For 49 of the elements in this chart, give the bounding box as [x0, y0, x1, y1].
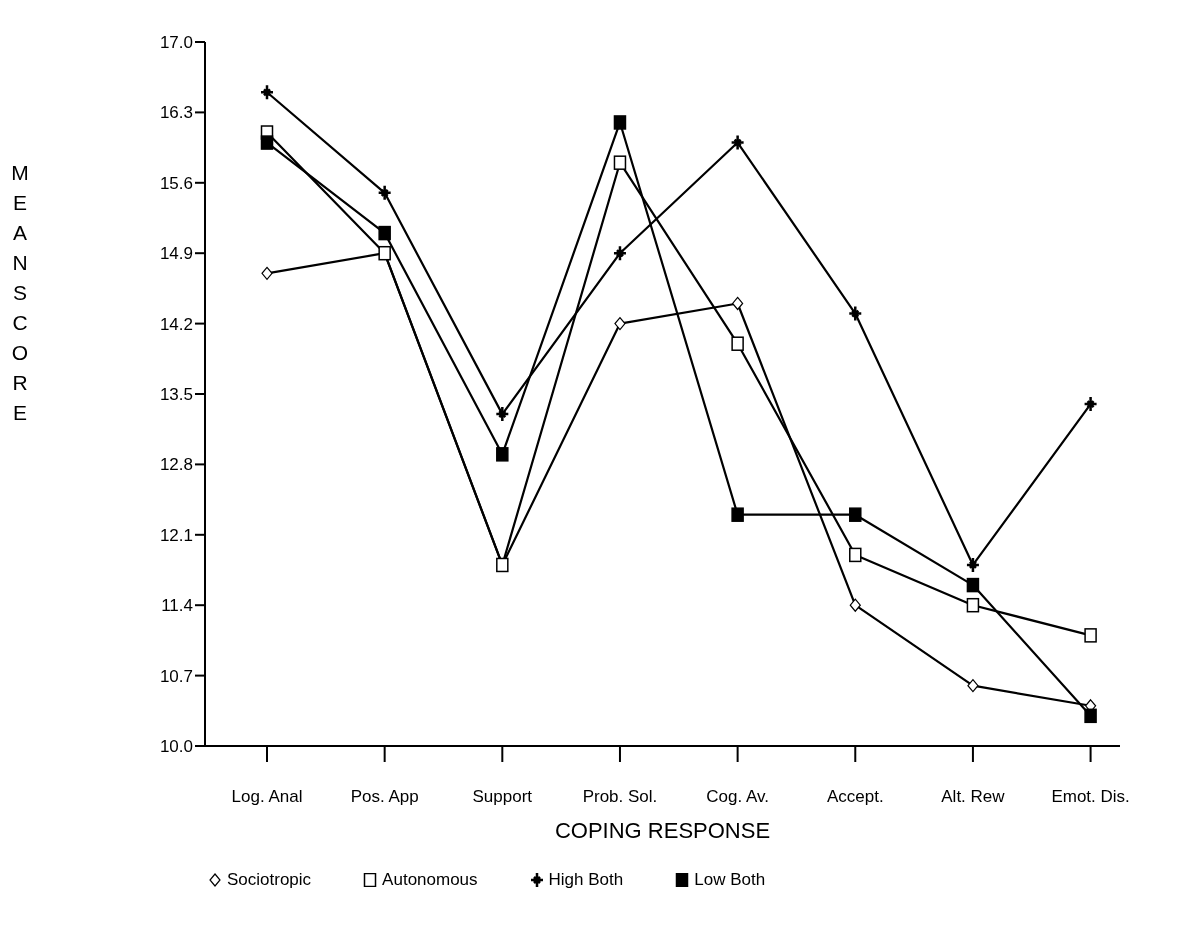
- y-tick-label: 10.7: [159, 666, 193, 686]
- x-tick-label: Prob. Sol.: [582, 787, 658, 807]
- x-axis-title: COPING RESPONSE: [553, 818, 772, 844]
- legend-label: Autonomous: [381, 870, 478, 890]
- x-tick-label: Alt. Rew: [941, 787, 1006, 807]
- point: [378, 225, 391, 241]
- point: [849, 547, 862, 563]
- x-tick-label: Pos. App: [350, 787, 419, 807]
- point: [731, 336, 744, 351]
- point: [966, 597, 980, 613]
- y-tick-label: 17.0: [159, 33, 193, 53]
- x-tick-label: Cog. Av.: [706, 787, 769, 807]
- y-tick-label: 14.2: [159, 314, 193, 334]
- point: [731, 507, 744, 522]
- point: [614, 317, 626, 331]
- y-tick-label: 15.6: [159, 173, 193, 193]
- y-tick-label: 14.9: [159, 244, 193, 264]
- point: [732, 296, 744, 311]
- point: [1084, 708, 1097, 724]
- y-tick-label: 10.0: [159, 737, 193, 757]
- point: [261, 266, 273, 280]
- legend-label: Sociotropic: [226, 870, 312, 890]
- y-tick-label: 13.5: [159, 385, 193, 405]
- point: [965, 556, 981, 574]
- y-tick-label: 12.8: [159, 455, 193, 475]
- point: [613, 155, 627, 170]
- point: [377, 184, 392, 202]
- point: [495, 405, 510, 423]
- point: [496, 447, 509, 462]
- point: [1084, 628, 1097, 643]
- point: [967, 679, 979, 693]
- x-tick-label: Support: [472, 787, 533, 807]
- x-tick-label: Emot. Dis.: [1051, 787, 1130, 807]
- point: [848, 305, 863, 322]
- point: [260, 135, 274, 150]
- y-tick-label: 12.1: [159, 525, 193, 545]
- text: MEAN SCORE: [11, 161, 29, 424]
- y-tick-label: 11.4: [161, 596, 193, 616]
- y-tick-label: 16.3: [159, 103, 193, 123]
- point: [613, 115, 627, 130]
- point: [966, 577, 980, 593]
- point: [849, 598, 861, 612]
- point: [849, 507, 862, 522]
- legend-label: Low Both: [693, 870, 766, 890]
- point: [612, 244, 628, 262]
- x-tick-label: Log. Anal: [231, 787, 303, 807]
- point: [730, 134, 745, 151]
- legend-label: High Both: [547, 870, 624, 890]
- x-tick-label: Accept.: [826, 787, 884, 807]
